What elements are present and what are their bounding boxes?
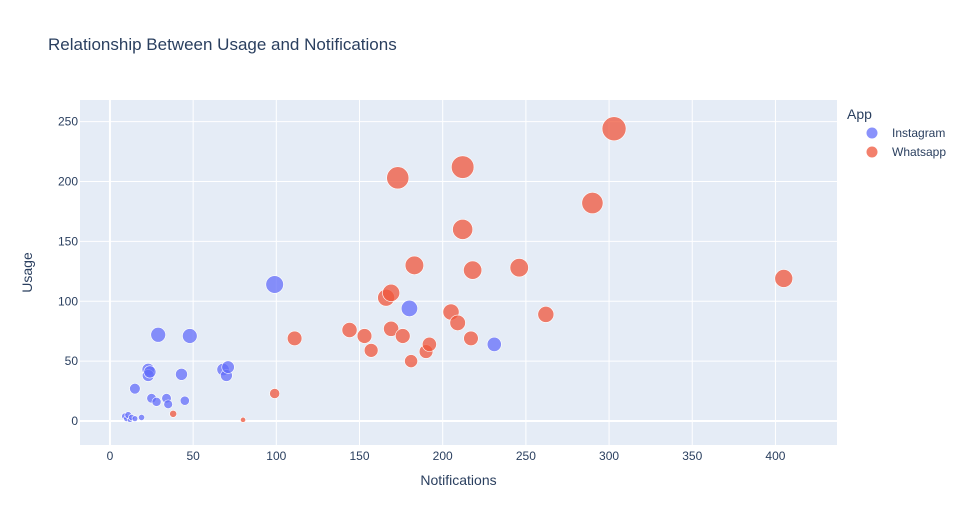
legend-marker [866,127,878,139]
x-tick-label: 350 [682,449,702,463]
series-instagram [121,275,502,423]
data-point-instagram[interactable] [265,275,284,294]
data-point-instagram[interactable] [131,415,139,422]
data-point-instagram[interactable] [486,336,502,352]
data-point-instagram[interactable] [138,414,145,421]
y-axis-ticks: 0 50 100 150 200 250 [58,115,78,428]
scatter-points[interactable] [121,116,794,423]
x-tick-label: 100 [266,449,286,463]
x-axis-ticks: 0 50 100 150 200 250 300 350 400 [107,449,786,463]
x-tick-label: 0 [107,449,114,463]
x-tick-label: 50 [186,449,200,463]
data-point-whatsapp[interactable] [395,328,411,344]
y-tick-label: 250 [58,115,78,129]
data-point-instagram[interactable] [129,383,141,395]
data-point-whatsapp[interactable] [463,330,479,347]
data-point-instagram[interactable] [150,327,166,343]
y-tick-label: 50 [65,354,79,368]
data-point-whatsapp[interactable] [451,155,475,179]
x-axis-title: Notifications [420,472,496,488]
gridlines [80,100,837,445]
y-tick-label: 150 [58,234,78,248]
data-point-whatsapp[interactable] [601,116,627,142]
x-tick-label: 250 [516,449,536,463]
legend: App Instagram Whatsapp [847,106,946,159]
x-tick-label: 150 [349,449,369,463]
data-point-whatsapp[interactable] [463,260,483,280]
data-point-whatsapp[interactable] [356,328,373,344]
data-point-whatsapp[interactable] [452,218,474,240]
x-tick-label: 200 [433,449,453,463]
data-point-whatsapp[interactable] [386,166,410,190]
legend-label: Instagram [892,126,945,140]
data-point-whatsapp[interactable] [287,330,303,347]
y-axis-title: Usage [19,252,35,293]
data-point-whatsapp[interactable] [169,409,178,418]
legend-marker [866,146,878,158]
y-tick-label: 200 [58,174,78,188]
data-point-whatsapp[interactable] [581,192,604,214]
data-point-whatsapp[interactable] [382,283,401,302]
data-point-instagram[interactable] [163,399,173,409]
data-point-whatsapp[interactable] [269,388,281,399]
data-point-instagram[interactable] [151,397,162,407]
x-tick-label: 300 [599,449,619,463]
legend-item-instagram[interactable]: Instagram [866,126,946,140]
data-point-whatsapp[interactable] [449,314,466,331]
data-point-whatsapp[interactable] [341,322,358,338]
data-point-whatsapp[interactable] [240,416,246,423]
data-point-instagram[interactable] [221,360,235,374]
data-point-instagram[interactable] [179,395,190,406]
chart-title: Relationship Between Usage and Notificat… [48,35,397,54]
y-tick-label: 0 [71,414,78,428]
data-point-whatsapp[interactable] [774,269,794,288]
series-whatsapp [169,116,794,423]
x-tick-label: 400 [765,449,785,463]
data-point-whatsapp[interactable] [509,258,529,278]
data-point-whatsapp[interactable] [537,306,555,323]
data-point-whatsapp[interactable] [404,255,425,275]
legend-title: App [847,106,872,122]
data-point-instagram[interactable] [143,365,157,379]
data-point-whatsapp[interactable] [363,343,379,358]
data-point-whatsapp[interactable] [421,336,437,352]
data-point-instagram[interactable] [182,328,198,344]
legend-item-whatsapp[interactable]: Whatsapp [866,145,947,159]
data-point-whatsapp[interactable] [404,354,418,368]
data-point-instagram[interactable] [175,368,188,381]
data-point-instagram[interactable] [400,299,418,317]
data-point-whatsapp[interactable] [383,320,400,337]
legend-label: Whatsapp [892,145,946,159]
y-tick-label: 100 [58,294,78,308]
